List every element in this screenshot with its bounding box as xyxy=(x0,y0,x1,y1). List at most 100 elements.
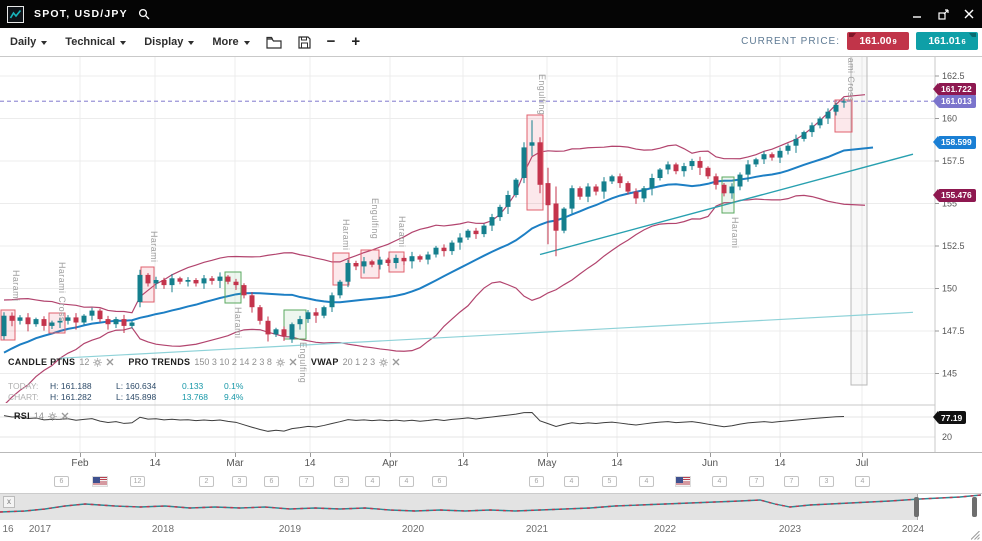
resize-handle-icon[interactable] xyxy=(971,531,980,540)
x-axis-tick xyxy=(780,453,781,457)
legend-vwap[interactable]: VWAP 20 1 2 3 xyxy=(311,357,400,367)
technical-menu[interactable]: Technical xyxy=(65,36,127,48)
candle-body xyxy=(161,280,167,286)
calendar-event-badge[interactable]: 6 xyxy=(432,476,447,487)
bid-price-badge[interactable]: 161.00 9 xyxy=(847,32,909,50)
timeframe-menu[interactable]: Daily xyxy=(10,36,48,48)
candle-body xyxy=(1,315,7,337)
pro-trends-ma-line xyxy=(3,146,874,354)
calendar-event-badge[interactable]: 7 xyxy=(784,476,799,487)
ask-price-badge[interactable]: 161.01 6 xyxy=(916,32,978,50)
candle-body xyxy=(177,278,183,282)
calendar-event-badge[interactable]: 3 xyxy=(819,476,834,487)
rsi-axis-label: 20 xyxy=(942,432,952,442)
candle-body xyxy=(73,317,79,323)
rsi-series xyxy=(3,411,845,432)
timeline-navigator[interactable]: x 16 2017 2018 2019 2020 2021 2022 2023 2024 xyxy=(0,493,982,541)
calendar-event-badge[interactable]: 5 xyxy=(602,476,617,487)
display-menu-label: Display xyxy=(144,36,184,48)
zoom-out-button[interactable]: − xyxy=(326,33,336,50)
remove-icon[interactable] xyxy=(61,412,69,420)
candle-body xyxy=(697,161,703,168)
candle-body xyxy=(473,230,479,235)
candle-body xyxy=(665,164,671,170)
gear-icon[interactable] xyxy=(276,357,285,367)
timeline-band[interactable] xyxy=(0,494,982,520)
close-button[interactable] xyxy=(962,7,976,21)
candle-body xyxy=(537,142,543,185)
candle-body xyxy=(385,259,391,263)
candle-body xyxy=(49,322,55,326)
zoom-in-button[interactable]: + xyxy=(351,33,361,50)
candle-body xyxy=(481,225,487,235)
pattern-boxes xyxy=(0,99,853,341)
gear-icon[interactable] xyxy=(93,357,102,367)
more-menu[interactable]: More xyxy=(212,36,250,48)
search-icon xyxy=(138,8,150,20)
remove-icon[interactable] xyxy=(106,358,114,366)
minimize-button[interactable] xyxy=(910,7,924,21)
calendar-event-badge[interactable]: 4 xyxy=(855,476,870,487)
calendar-event-badge[interactable]: 2 xyxy=(199,476,214,487)
candle-body xyxy=(577,188,583,197)
calendar-event-badge[interactable]: 3 xyxy=(232,476,247,487)
candle-body xyxy=(153,280,159,284)
calendar-event-badge[interactable]: 4 xyxy=(365,476,380,487)
candle-body xyxy=(593,186,599,192)
timeline-year-2020: 2020 xyxy=(401,524,425,535)
x-axis-tick xyxy=(80,453,81,457)
legend-pro-trends[interactable]: PRO TRENDS 150 3 10 2 14 2 3 8 xyxy=(128,357,297,367)
timeline-year-2022: 2022 xyxy=(653,524,677,535)
calendar-event-badge[interactable]: 6 xyxy=(264,476,279,487)
open-chart-button[interactable] xyxy=(266,36,282,49)
main-chart[interactable]: Harami Harami Cross Harami Harami Engulfing H… xyxy=(0,57,982,452)
legend-vwap-name: VWAP xyxy=(310,357,339,367)
save-chart-button[interactable] xyxy=(298,35,311,49)
us-flag-icon[interactable] xyxy=(675,476,691,487)
candle-body xyxy=(113,319,119,325)
candle-body xyxy=(89,310,95,316)
calendar-event-badge[interactable]: 7 xyxy=(299,476,314,487)
chart-high: H: 161.282 xyxy=(50,392,92,402)
ask-price-pip: 6 xyxy=(961,36,966,46)
candle-body xyxy=(201,278,207,284)
calendar-event-badge[interactable]: 7 xyxy=(749,476,764,487)
calendar-event-badge[interactable]: 4 xyxy=(399,476,414,487)
candle-body xyxy=(17,317,23,321)
y-axis-label: 152.5 xyxy=(942,241,965,251)
candle-body xyxy=(225,276,231,282)
titlebar: SPOT, USD/JPY xyxy=(0,0,982,28)
candle-body xyxy=(505,195,511,207)
timeline-right-handle[interactable] xyxy=(972,497,977,517)
search-button[interactable] xyxy=(138,8,150,20)
restore-button[interactable] xyxy=(936,7,950,21)
legend-candle-ptns[interactable]: CANDLE PTNS 12 xyxy=(8,357,114,367)
remove-icon[interactable] xyxy=(392,358,400,366)
chart-percent: 9.4% xyxy=(224,392,244,402)
candle-body xyxy=(833,104,839,112)
price-badge-161.013: 161.013 xyxy=(933,94,976,108)
timeline-left-handle[interactable] xyxy=(914,497,919,517)
calendar-event-badge[interactable]: 6 xyxy=(54,476,69,487)
calendar-event-badge[interactable]: 4 xyxy=(712,476,727,487)
candle-body xyxy=(689,161,695,167)
calendar-event-badge[interactable]: 4 xyxy=(639,476,654,487)
gear-icon[interactable] xyxy=(48,411,57,421)
gear-icon[interactable] xyxy=(379,357,388,367)
calendar-event-badge[interactable]: 12 xyxy=(130,476,145,487)
candle-body xyxy=(289,324,295,340)
us-flag-icon[interactable] xyxy=(92,476,108,487)
current-bar-highlight-box xyxy=(850,57,868,386)
timeline-close-button[interactable]: x xyxy=(3,496,15,508)
calendar-event-badge[interactable]: 3 xyxy=(334,476,349,487)
display-menu[interactable]: Display xyxy=(144,36,195,48)
rsi-line xyxy=(3,411,845,432)
rsi-legend[interactable]: RSI 14 xyxy=(14,411,69,421)
calendar-event-badge[interactable]: 4 xyxy=(564,476,579,487)
candle-body xyxy=(617,176,623,184)
restore-icon xyxy=(937,8,949,20)
y-axis-label: 155 xyxy=(942,199,957,209)
calendar-event-badge[interactable]: 6 xyxy=(529,476,544,487)
timeline-year-2024: 2024 xyxy=(901,524,925,535)
remove-icon[interactable] xyxy=(289,358,297,366)
